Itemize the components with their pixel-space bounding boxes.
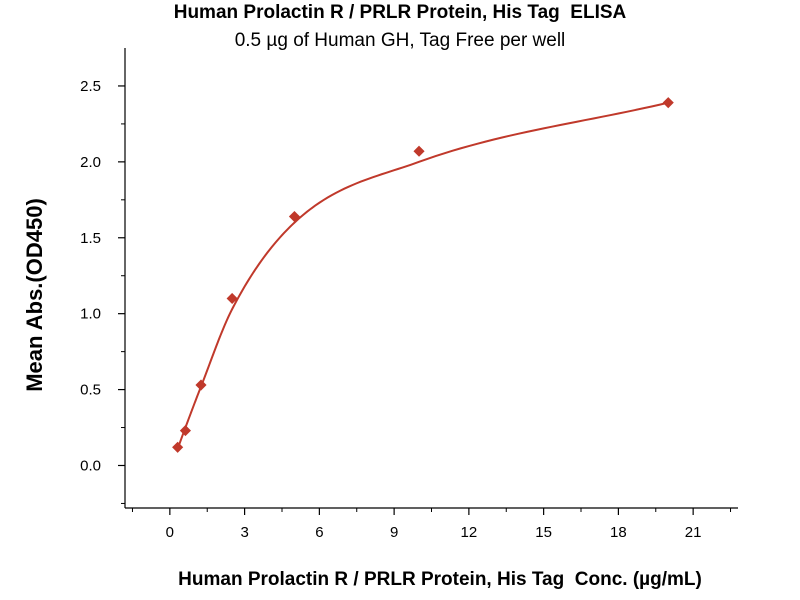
data-point	[195, 379, 207, 391]
x-tick-label: 9	[390, 524, 398, 541]
y-tick-label: 0.5	[80, 382, 101, 399]
data-point	[226, 292, 238, 305]
x-tick-label: 6	[315, 524, 323, 541]
x-tick-label: 12	[461, 524, 478, 541]
x-tick-label: 3	[240, 524, 248, 541]
x-axis-label: Human Prolactin R / PRLR Protein, His Ta…	[178, 569, 702, 590]
x-tick-label: 18	[610, 524, 627, 541]
fit-curve	[176, 101, 669, 450]
data-point	[662, 97, 674, 109]
data-point	[413, 145, 425, 157]
x-tick-label: 0	[166, 524, 174, 541]
x-tick-label: 15	[535, 524, 552, 541]
chart-title: Human Prolactin R / PRLR Protein, His Ta…	[173, 2, 627, 23]
y-tick-label: 2.0	[80, 154, 101, 171]
data-point	[172, 441, 184, 453]
x-tick-label: 21	[685, 524, 702, 541]
chart-subtitle: 0.5 µg of Human GH, Tag Free per well	[234, 30, 566, 51]
y-tick-label: 1.0	[80, 306, 101, 323]
y-tick-label: 0.0	[80, 457, 101, 474]
y-tick-label: 1.5	[80, 230, 101, 247]
y-tick-label: 2.5	[80, 78, 101, 95]
data-point	[288, 210, 301, 223]
data-point	[179, 425, 191, 437]
y-axis-label: Mean Abs.(OD450)	[22, 198, 47, 392]
